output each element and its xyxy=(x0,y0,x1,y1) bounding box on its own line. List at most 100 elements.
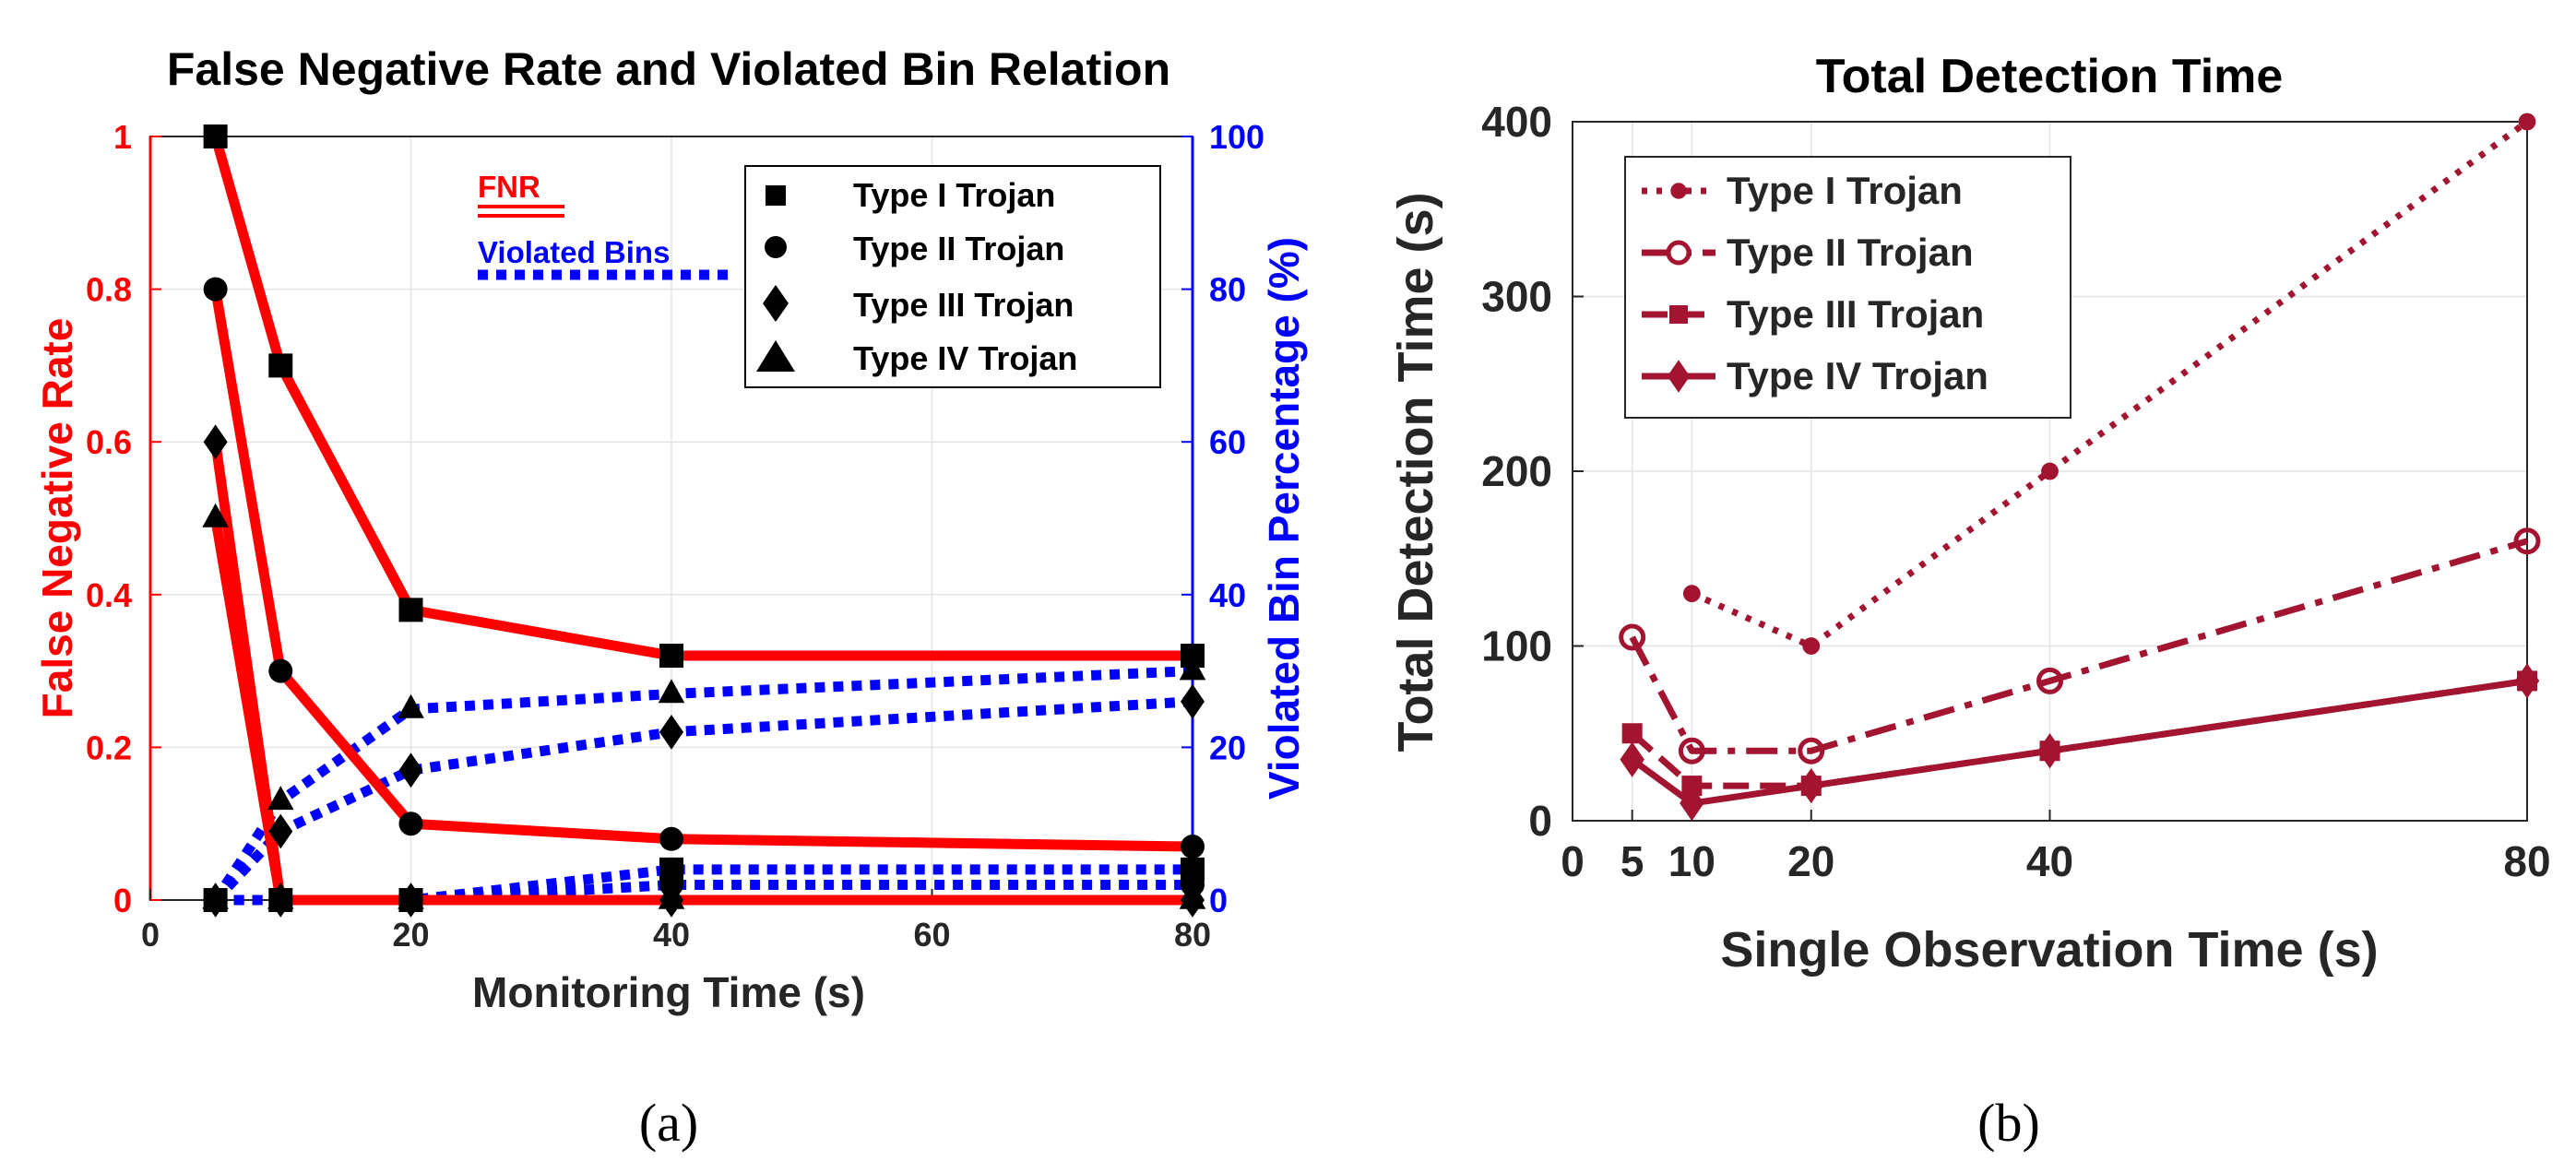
violated-bins-marker-triangle xyxy=(658,679,685,704)
total-detection-marker-dot xyxy=(1682,585,1701,603)
violated-bins-line xyxy=(215,879,1193,906)
panel-a-y2tick-label: 20 xyxy=(1209,729,1246,766)
legend-b-label-type-iii: Type III Trojan xyxy=(1727,292,1984,336)
fnr-marker-triangle xyxy=(1179,884,1206,909)
fnr-marker-triangle xyxy=(658,884,685,909)
legend-b-label-type-iv: Type IV Trojan xyxy=(1727,354,1988,397)
panel-a-ytick-label: 0.2 xyxy=(86,729,132,766)
panel-b-xtick-label: 10 xyxy=(1668,837,1715,885)
panel-a-y2tick-label: 80 xyxy=(1209,271,1246,309)
panel-a-x-axis-label: Monitoring Time (s) xyxy=(472,968,865,1016)
total-detection-marker-circle xyxy=(1798,737,1825,764)
panel-a-ytick-label: 0 xyxy=(113,882,132,919)
fnr-marker-square xyxy=(203,124,228,148)
violated-bins-marker-triangle xyxy=(398,693,424,718)
panel-b-ytick-label: 300 xyxy=(1481,273,1552,321)
violated-bins-marker-diamond xyxy=(1181,683,1205,719)
legend-b-square-icon xyxy=(1669,305,1688,324)
panel-b-ytick-label: 0 xyxy=(1528,797,1552,845)
panel-b-xtick-label: 80 xyxy=(2503,837,2550,885)
total-detection-marker-circle xyxy=(2513,527,2541,555)
style-legend-violated-bins-label: Violated Bins xyxy=(478,235,670,269)
panel-a-caption: (a) xyxy=(639,1093,698,1153)
total-detection-marker-circle xyxy=(1678,737,1705,764)
violated-bins-line xyxy=(211,696,1193,904)
legend-b-label-type-ii: Type II Trojan xyxy=(1727,231,1974,274)
fnr-marker-square xyxy=(398,598,423,622)
panel-a-y2tick-label: 60 xyxy=(1209,423,1246,461)
panel-b-xtick-label: 20 xyxy=(1787,837,1834,885)
panel-b-y-axis-label: Total Detection Time (s) xyxy=(1388,192,1443,752)
panel-a-ytick-label: 0.8 xyxy=(86,271,132,309)
fnr-marker-circle xyxy=(203,277,228,302)
panel-a-legend: Type I Trojan Type II Trojan Type III Tr… xyxy=(744,165,1161,388)
panel-a-xtick-label: 80 xyxy=(1174,916,1211,954)
panel-a-y2tick-label: 40 xyxy=(1209,576,1246,614)
total-detection-line xyxy=(1629,538,2528,754)
total-detection-marker-square xyxy=(1621,723,1643,744)
legend-label-type-iv: Type IV Trojan xyxy=(853,339,1077,377)
violated-bins-marker-diamond xyxy=(659,714,683,750)
legend-diamond-icon xyxy=(763,285,789,322)
total-detection-marker-diamond xyxy=(1798,767,1823,804)
fnr-marker-circle xyxy=(398,812,423,836)
total-detection-marker-circle xyxy=(1619,623,1646,651)
panel-a-ytick-label: 0.4 xyxy=(86,576,132,614)
panel-b-x-axis-label: Single Observation Time (s) xyxy=(1720,922,2378,978)
legend-b-label-type-i: Type I Trojan xyxy=(1727,169,1963,212)
panel-b-caption: (b) xyxy=(1977,1093,2040,1153)
total-detection-line xyxy=(1630,677,2528,789)
panel-a-y2tick-label: 100 xyxy=(1209,118,1264,156)
total-detection-marker-dot xyxy=(2518,113,2536,131)
fnr-marker-circle xyxy=(268,658,293,683)
violated-bins-marker-circle xyxy=(398,888,423,912)
legend-label-type-ii: Type II Trojan xyxy=(853,230,1064,267)
legend-b-dot-icon xyxy=(1670,183,1687,199)
violated-bins-marker-circle xyxy=(203,888,228,912)
fnr-marker-triangle xyxy=(202,503,229,527)
panel-a-y2-axis-label: Violated Bin Percentage (%) xyxy=(1260,237,1308,800)
total-detection-marker-diamond xyxy=(1620,741,1644,777)
legend-label-type-i: Type I Trojan xyxy=(853,176,1055,214)
panel-a-xtick-label: 20 xyxy=(392,916,429,954)
panel-a-title: False Negative Rate and Violated Bin Rel… xyxy=(167,43,1170,95)
violated-bins-marker-triangle xyxy=(1179,656,1206,681)
fnr-marker-square xyxy=(268,353,293,378)
panel-a-ytick-label: 1 xyxy=(113,118,132,156)
style-legend-fnr-label: FNR xyxy=(478,170,540,204)
legend-square-icon xyxy=(766,185,786,206)
violated-bins-marker-diamond xyxy=(398,752,423,788)
legend-circle-icon xyxy=(765,236,787,258)
panel-a-y2tick-label: 0 xyxy=(1209,882,1228,919)
violated-bins-marker-circle xyxy=(659,872,683,897)
panel-a-xtick-label: 60 xyxy=(913,916,950,954)
violated-bins-marker-circle xyxy=(1181,872,1205,897)
fnr-marker-circle xyxy=(1181,835,1205,859)
panel-a-xtick-label: 40 xyxy=(653,916,690,954)
panel-b-ytick-label: 400 xyxy=(1481,98,1552,146)
violated-bins-marker-triangle xyxy=(267,786,294,811)
panel-b-xtick-label: 40 xyxy=(2026,837,2073,885)
legend-b-circle-icon xyxy=(1666,240,1692,266)
violated-bins-marker-diamond xyxy=(268,813,293,849)
fnr-marker-circle xyxy=(659,826,683,851)
violated-bins-marker-circle xyxy=(268,888,293,912)
total-detection-marker-circle xyxy=(2036,667,2063,694)
fnr-marker-diamond xyxy=(203,424,228,460)
panel-b-ytick-label: 200 xyxy=(1481,447,1552,495)
panel-a-ytick-label: 0.6 xyxy=(86,423,132,461)
total-detection-marker-diamond xyxy=(2514,663,2540,699)
panel-b-xtick-label: 5 xyxy=(1620,837,1644,885)
total-detection-marker-diamond xyxy=(2037,733,2062,769)
total-detection-marker-diamond xyxy=(1680,785,1704,822)
panel-a-markers xyxy=(202,124,1206,918)
panel-b-xtick-label: 0 xyxy=(1561,837,1585,885)
legend-label-type-iii: Type III Trojan xyxy=(853,286,1074,324)
legend-b-diamond-icon xyxy=(1667,360,1691,393)
panel-a-y-axis-label: False Negative Rate xyxy=(33,318,81,719)
